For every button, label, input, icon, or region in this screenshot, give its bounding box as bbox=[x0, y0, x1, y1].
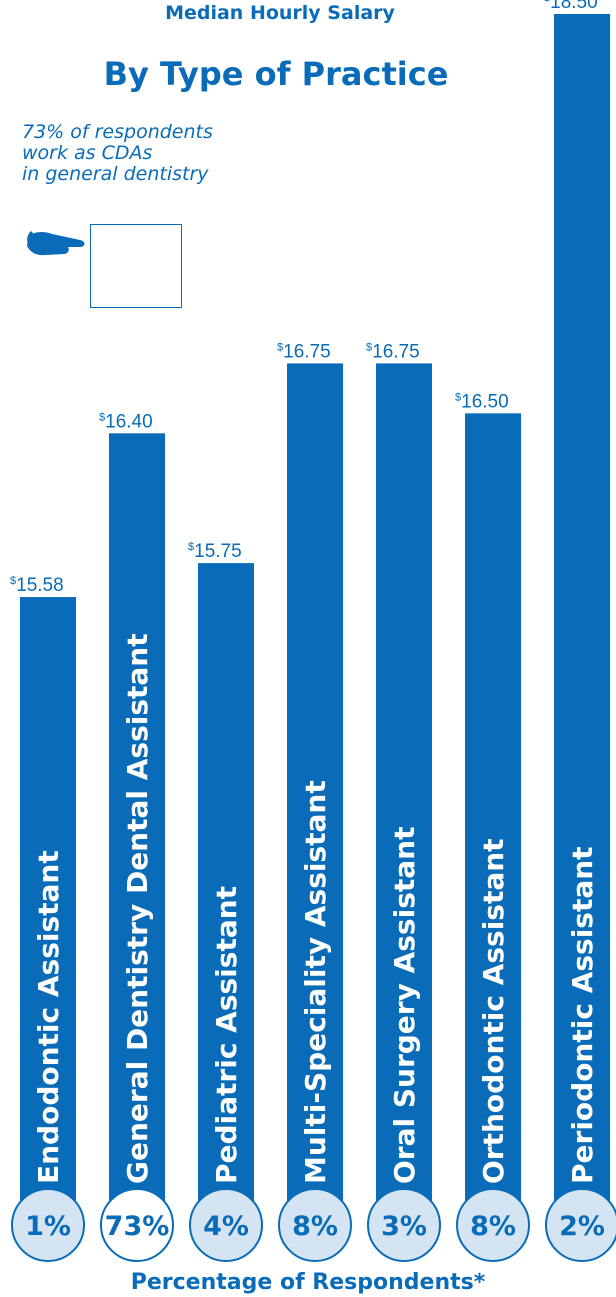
percentage-label: 73% bbox=[105, 1211, 170, 1242]
bar bbox=[376, 363, 432, 1232]
percentage-label: 3% bbox=[381, 1211, 427, 1242]
value-label: $15.75 bbox=[188, 541, 242, 562]
annotation-line: 73% of respondents bbox=[22, 121, 213, 143]
annotation-line: work as CDAs bbox=[22, 142, 153, 164]
percentage-label: 2% bbox=[559, 1211, 605, 1242]
value-label: $15.58 bbox=[10, 575, 64, 596]
percentage-circle bbox=[11, 1188, 85, 1262]
pointing-hand-icon bbox=[27, 230, 85, 256]
percentage-label: 8% bbox=[470, 1211, 516, 1242]
category-label: Pediatric Assistant bbox=[210, 886, 243, 1184]
category-label: Oral Surgery Assistant bbox=[388, 827, 421, 1184]
bar bbox=[198, 563, 254, 1232]
annotation-note: 73% of respondents work as CDAs in gener… bbox=[22, 122, 213, 185]
percentage-label: 8% bbox=[292, 1211, 338, 1242]
percentage-circle bbox=[278, 1188, 352, 1262]
percentage-circle bbox=[367, 1188, 441, 1262]
value-label: $16.75 bbox=[366, 341, 420, 362]
value-label: $18.50 bbox=[544, 0, 598, 13]
highlight-box bbox=[90, 224, 182, 308]
bar bbox=[109, 433, 165, 1232]
percentage-circle bbox=[545, 1188, 616, 1262]
category-label: Endodontic Assistant bbox=[32, 850, 65, 1184]
percentage-circle bbox=[456, 1188, 530, 1262]
bar bbox=[20, 597, 76, 1232]
percentage-circle bbox=[100, 1188, 174, 1262]
chart-subtitle: Median Hourly Salary bbox=[165, 2, 395, 24]
chart-title: By Type of Practice bbox=[103, 55, 449, 93]
category-label: Orthodontic Assistant bbox=[477, 838, 510, 1184]
value-label: $16.50 bbox=[455, 391, 509, 412]
percentage-circle bbox=[189, 1188, 263, 1262]
category-label: General Dentistry Dental Assistant bbox=[121, 633, 154, 1184]
category-label: Periodontic Assistant bbox=[566, 846, 599, 1184]
x-axis-label: Percentage of Respondents* bbox=[130, 1270, 486, 1295]
annotation-line: in general dentistry bbox=[22, 163, 209, 185]
bar bbox=[554, 14, 610, 1232]
bar bbox=[287, 363, 343, 1232]
percentage-label: 1% bbox=[25, 1211, 71, 1242]
percentage-label: 4% bbox=[203, 1211, 249, 1242]
bar-chart: $15.58 $16.40 $15.75 $16.75 $16.75 $16.50 $18.… bbox=[10, 0, 616, 1262]
value-label: $16.75 bbox=[277, 341, 331, 362]
bar bbox=[465, 413, 521, 1233]
category-label: Multi-Speciality Assistant bbox=[299, 780, 332, 1184]
value-label: $16.40 bbox=[99, 411, 153, 432]
